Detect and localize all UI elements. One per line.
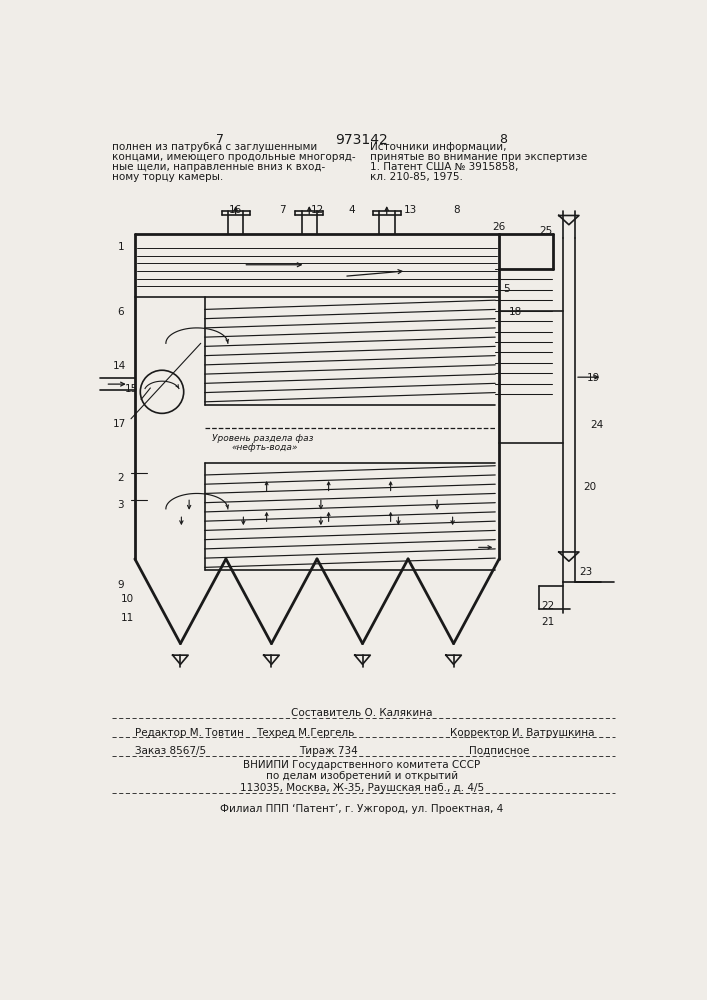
Text: 3: 3 xyxy=(117,500,124,510)
Text: 21: 21 xyxy=(542,617,555,627)
Text: 6: 6 xyxy=(117,307,124,317)
Text: 5: 5 xyxy=(503,284,510,294)
Text: 7: 7 xyxy=(216,133,224,146)
Text: 1. Патент США № 3915858,: 1. Патент США № 3915858, xyxy=(370,162,518,172)
Text: 19: 19 xyxy=(587,373,600,383)
Text: 1: 1 xyxy=(117,242,124,252)
Text: Составитель О. Калякина: Составитель О. Калякина xyxy=(291,708,433,718)
Text: Уровень раздела фаз: Уровень раздела фаз xyxy=(212,434,314,443)
Text: 4: 4 xyxy=(349,205,355,215)
Text: 25: 25 xyxy=(539,226,552,236)
Text: 9: 9 xyxy=(117,580,124,590)
Text: полнен из патрубка с заглушенными: полнен из патрубка с заглушенными xyxy=(112,142,317,152)
Text: 18: 18 xyxy=(508,307,522,317)
Text: 15: 15 xyxy=(124,384,138,394)
Text: 26: 26 xyxy=(493,222,506,232)
Text: 16: 16 xyxy=(229,205,243,215)
Text: 8: 8 xyxy=(499,133,507,146)
Text: 10: 10 xyxy=(121,594,134,604)
Text: 22: 22 xyxy=(542,601,555,611)
Text: 2: 2 xyxy=(117,473,124,483)
Text: по делам изобретений и открытий: по делам изобретений и открытий xyxy=(266,771,458,781)
Text: Корректор И. Ватрушкина: Корректор И. Ватрушкина xyxy=(450,728,595,738)
Text: ВНИИПИ Государственного комитета СССР: ВНИИПИ Государственного комитета СССР xyxy=(243,760,481,770)
Text: 973142: 973142 xyxy=(336,133,388,147)
Text: 17: 17 xyxy=(112,419,126,429)
Text: Источники информации,: Источники информации, xyxy=(370,142,506,152)
Text: 20: 20 xyxy=(583,482,596,492)
Text: 7: 7 xyxy=(279,205,286,215)
Text: 14: 14 xyxy=(112,361,126,371)
Text: 12: 12 xyxy=(310,205,324,215)
Text: Подписное: Подписное xyxy=(469,746,530,756)
Text: Заказ 8567/5: Заказ 8567/5 xyxy=(135,746,206,756)
Text: Техред М.Гергель: Техред М.Гергель xyxy=(256,728,355,738)
Text: 23: 23 xyxy=(579,567,592,577)
Text: 11: 11 xyxy=(120,613,134,623)
Text: Филиал ППП ‘Патент’, г. Ужгород, ул. Проектная, 4: Филиал ППП ‘Патент’, г. Ужгород, ул. Про… xyxy=(221,804,503,814)
Text: 113035, Москва, Ж-35, Раушская наб., д. 4/5: 113035, Москва, Ж-35, Раушская наб., д. … xyxy=(240,783,484,793)
Text: 13: 13 xyxy=(404,205,416,215)
Text: кл. 210-85, 1975.: кл. 210-85, 1975. xyxy=(370,172,462,182)
Text: 24: 24 xyxy=(590,420,604,430)
Text: ные щели, направленные вниз к вход-: ные щели, направленные вниз к вход- xyxy=(112,162,325,172)
Text: 8: 8 xyxy=(453,205,460,215)
Text: концами, имеющего продольные многоряд-: концами, имеющего продольные многоряд- xyxy=(112,152,355,162)
Text: Тираж 734: Тираж 734 xyxy=(299,746,358,756)
Text: «нефть-вода»: «нефть-вода» xyxy=(232,443,298,452)
Text: принятые во внимание при экспертизе: принятые во внимание при экспертизе xyxy=(370,152,587,162)
Text: ному торцу камеры.: ному торцу камеры. xyxy=(112,172,223,182)
Text: Редактор М. Товтин: Редактор М. Товтин xyxy=(135,728,244,738)
